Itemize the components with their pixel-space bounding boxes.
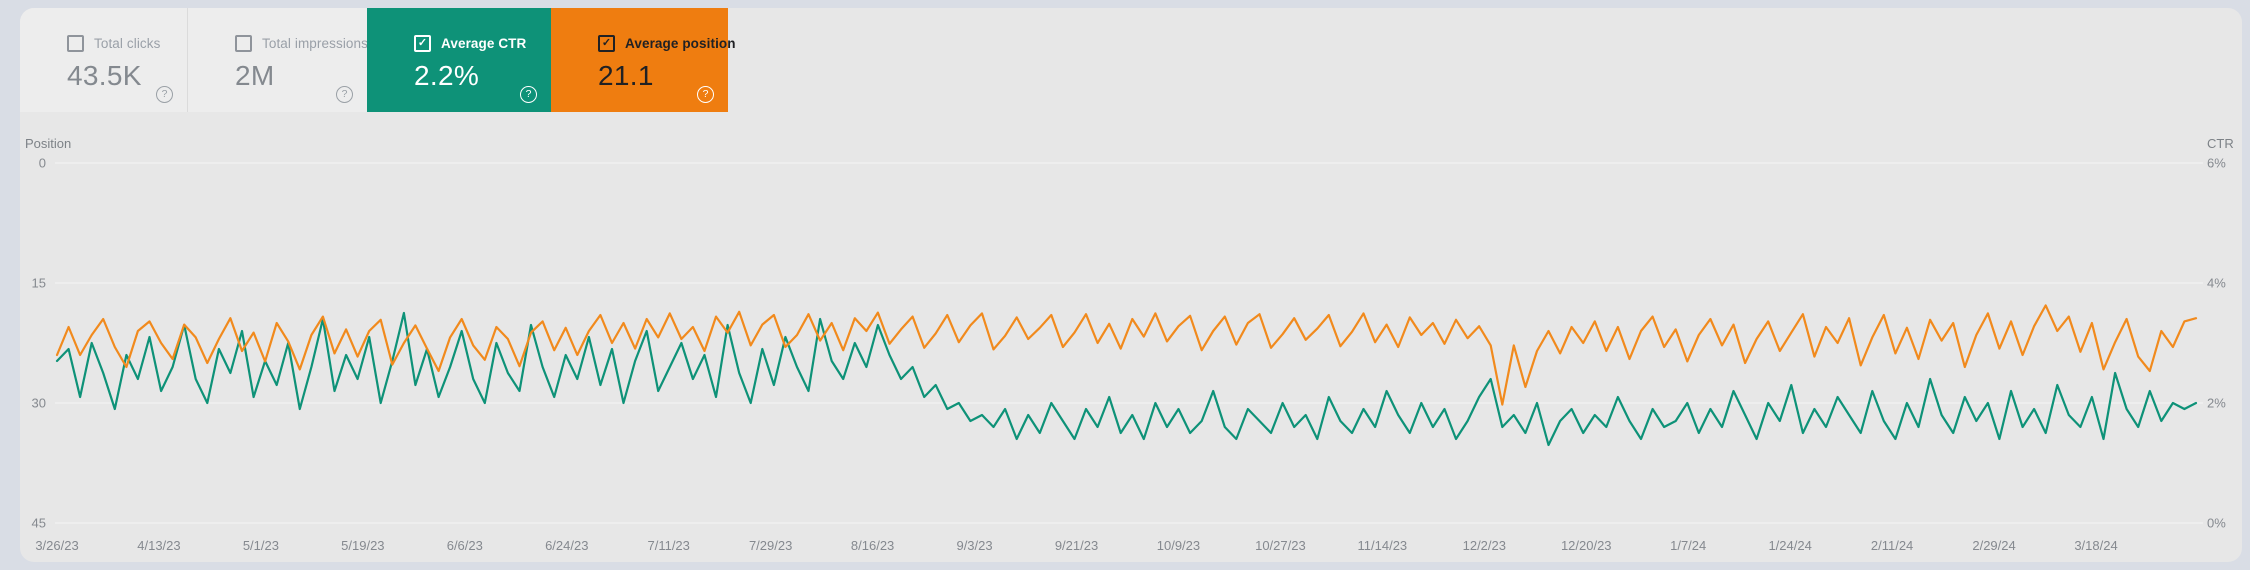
x-axis-date-label: 4/13/23: [137, 538, 180, 553]
card-total-impressions-header: Total impressions: [235, 35, 368, 52]
x-axis-date-label: 6/6/23: [447, 538, 483, 553]
x-axis-date-label: 12/20/23: [1561, 538, 1612, 553]
x-axis-date-label: 6/24/23: [545, 538, 588, 553]
help-icon[interactable]: ?: [520, 86, 537, 103]
help-icon[interactable]: ?: [697, 86, 714, 103]
x-axis-date-label: 3/26/23: [35, 538, 78, 553]
card-average-position-header: ✓ Average position: [598, 35, 736, 52]
total-impressions-value: 2M: [235, 60, 275, 91]
x-axis-date-label: 11/14/23: [1358, 538, 1408, 553]
average-position-checkbox[interactable]: ✓: [598, 35, 615, 52]
total-clicks-checkbox[interactable]: [67, 35, 84, 52]
right-axis-tick: 2%: [2207, 396, 2226, 411]
x-axis-date-label: 9/21/23: [1055, 538, 1098, 553]
check-icon: ✓: [417, 37, 428, 49]
left-axis-title: Position: [25, 136, 72, 151]
card-label: Total impressions: [262, 36, 368, 51]
card-total-clicks-header: Total clicks: [67, 35, 187, 52]
total-impressions-checkbox[interactable]: [235, 35, 252, 52]
x-axis-date-label: 10/27/23: [1255, 538, 1306, 553]
help-icon[interactable]: ?: [156, 86, 173, 103]
right-axis-title: CTR: [2207, 136, 2234, 151]
average-ctr-value: 2.2%: [414, 60, 480, 91]
x-axis-date-label: 5/19/23: [341, 538, 384, 553]
x-axis-date-label: 5/1/23: [243, 538, 279, 553]
left-axis-tick: 45: [32, 516, 46, 531]
check-icon: ✓: [601, 37, 612, 49]
help-icon[interactable]: ?: [336, 86, 353, 103]
average-ctr-checkbox[interactable]: ✓: [414, 35, 431, 52]
left-axis-tick: 30: [32, 396, 46, 411]
x-axis-date-label: 3/18/24: [2074, 538, 2117, 553]
total-clicks-value: 43.5K: [67, 60, 142, 91]
left-axis-tick: 15: [32, 276, 46, 291]
x-axis-date-label: 7/29/23: [749, 538, 792, 553]
card-total-impressions[interactable]: Total impressions 2M ?: [188, 8, 368, 112]
card-total-clicks[interactable]: Total clicks 43.5K ?: [20, 8, 188, 112]
card-label: Total clicks: [94, 36, 161, 51]
metric-cards-row: Total clicks 43.5K ? Total impressions 2…: [20, 8, 736, 112]
card-average-ctr-header: ✓ Average CTR: [414, 35, 551, 52]
x-axis-date-label: 1/24/24: [1768, 538, 1811, 553]
card-label: Average CTR: [441, 36, 527, 51]
x-axis-date-label: 2/11/24: [1871, 538, 1913, 553]
right-axis-tick: 0%: [2207, 516, 2226, 531]
average-position-line[interactable]: [55, 304, 2198, 406]
right-axis-tick: 4%: [2207, 276, 2226, 291]
left-axis-tick: 0: [39, 156, 46, 171]
x-axis-date-label: 2/29/24: [1972, 538, 2015, 553]
x-axis-date-label: 7/11/23: [647, 538, 689, 553]
card-average-ctr[interactable]: ✓ Average CTR 2.2% ?: [367, 8, 551, 112]
x-axis-date-label: 8/16/23: [851, 538, 894, 553]
card-average-position[interactable]: ✓ Average position 21.1 ?: [551, 8, 736, 112]
x-axis-date-label: 9/3/23: [956, 538, 992, 553]
average-ctr-line[interactable]: [55, 311, 2198, 447]
right-axis-tick: 6%: [2207, 156, 2226, 171]
x-axis-date-label: 12/2/23: [1463, 538, 1506, 553]
x-axis-date-label: 1/7/24: [1670, 538, 1706, 553]
average-position-value: 21.1: [598, 60, 654, 91]
x-axis-date-label: 10/9/23: [1157, 538, 1200, 553]
card-label: Average position: [625, 36, 736, 51]
